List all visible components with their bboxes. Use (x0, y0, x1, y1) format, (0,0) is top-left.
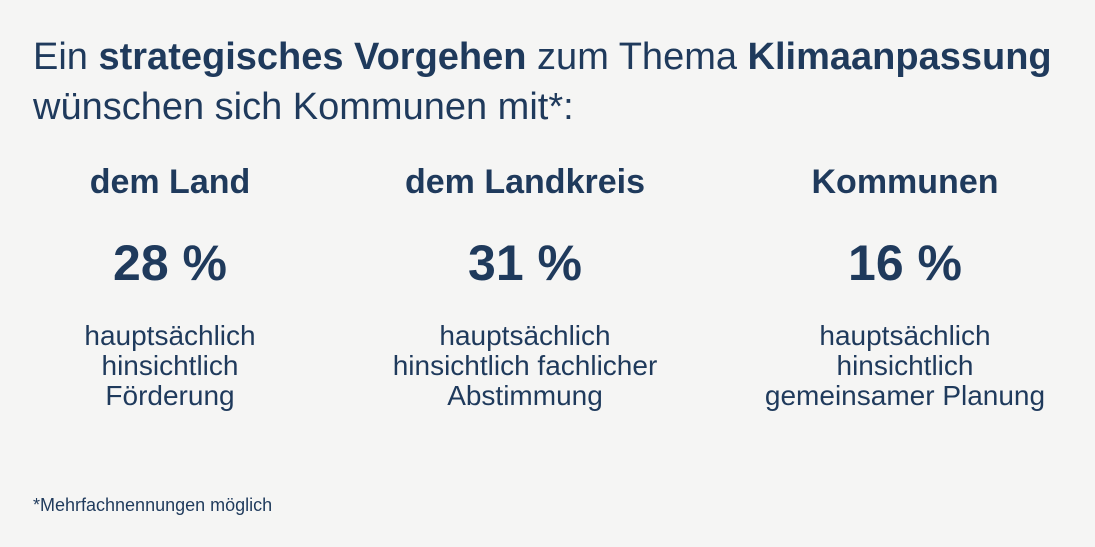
headline-bold-strategy: strategisches Vorgehen (98, 36, 527, 78)
description-line: hauptsächlich (819, 320, 991, 351)
footnote: *Mehrfachnennungen möglich (33, 495, 273, 515)
headline: Ein strategisches Vorgehen zum Thema Kli… (33, 32, 1073, 132)
description-line: gemeinsamer Planung (764, 380, 1046, 411)
column-title: Kommunen (811, 163, 999, 201)
headline-text-3: wünschen sich Kommunen mit*: (33, 86, 574, 128)
column-kommunen: Kommunen 16 % hauptsächlich hinsichtlich… (735, 160, 1075, 411)
description-line: Abstimmung (447, 380, 603, 411)
description-line: hinsichtlich (101, 350, 239, 381)
headline-bold-climate: Klimaanpassung (747, 36, 1052, 78)
description-line: hauptsächlich (84, 320, 256, 351)
column-title: dem Landkreis (405, 163, 645, 201)
column-percentage: 31 % (468, 235, 582, 291)
headline-text-1: Ein (33, 36, 99, 78)
column-percentage: 28 % (113, 235, 227, 291)
column-description: hauptsächlich hinsichtlich fachlicher Ab… (365, 321, 685, 411)
column-percentage: 16 % (848, 235, 962, 291)
column-description: hauptsächlich hinsichtlich gemeinsamer P… (735, 321, 1075, 411)
column-title: dem Land (89, 163, 251, 201)
description-line: hinsichtlich (836, 350, 974, 381)
column-landkreis: dem Landkreis 31 % hauptsächlich hinsich… (365, 160, 685, 411)
headline-text-2: zum Thema (526, 36, 748, 78)
description-line: Förderung (105, 380, 235, 411)
description-line: hauptsächlich (439, 320, 611, 351)
column-land: dem Land 28 % hauptsächlich hinsichtlich… (30, 160, 310, 411)
description-line: hinsichtlich fachlicher (392, 350, 658, 381)
column-description: hauptsächlich hinsichtlich Förderung (30, 321, 310, 411)
